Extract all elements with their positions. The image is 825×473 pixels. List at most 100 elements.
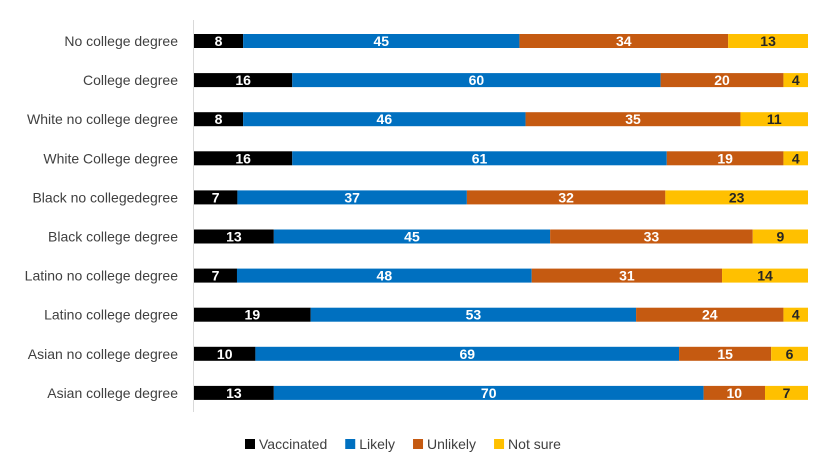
legend-label-unlikely: Unlikely [427,436,476,452]
bar-unlikely-no-college-degree [519,34,729,48]
data-label-likely-no-college-degree: 45 [373,33,389,49]
bar-unlikely-latino-no-college-degree [531,268,723,283]
data-label-vaccinated-college-degree: 16 [235,72,251,88]
bar-row-white-no-college-degree: 8 46 35 11 [194,111,808,127]
data-label-not-sure-latino-college-degree: 4 [792,307,800,323]
data-label-not-sure-asian-no-college-degree: 6 [786,346,794,362]
bar-vaccinated-white-college-degree [194,151,293,166]
data-label-likely-college-degree: 60 [469,72,485,88]
bar-not-sure-latino-college-degree [783,307,808,322]
bar-likely-white-no-college-degree [243,112,526,127]
bar-row-latino-college-degree: 19 53 24 4 [194,307,808,323]
bar-vaccinated-no-college-degree [194,34,244,48]
data-label-likely-white-no-college-degree: 46 [377,111,393,127]
data-label-likely-white-college-degree: 61 [472,150,488,166]
category-labels: No college degree College degree White no … [25,33,179,401]
data-label-vaccinated-white-no-college-degree: 8 [215,111,223,127]
category-label-college-degree: College degree [83,72,178,88]
legend-label-not-sure: Not sure [508,436,561,452]
data-label-likely-asian-college-degree: 70 [481,385,497,401]
category-label-white-no-college-degree: White no college degree [27,111,178,127]
category-label-white-college-degree: White College degree [43,150,178,166]
data-label-unlikely-white-college-degree: 19 [717,150,733,166]
bar-unlikely-white-college-degree [666,151,784,166]
bar-vaccinated-black-no-collegedegree [194,190,238,205]
bar-vaccinated-black-college-degree [194,229,274,244]
bar-vaccinated-latino-college-degree [194,307,311,322]
data-label-unlikely-asian-college-degree: 10 [727,385,743,401]
bar-not-sure-asian-college-degree [765,385,808,400]
data-label-unlikely-black-college-degree: 33 [644,229,660,245]
bar-likely-white-college-degree [292,151,667,166]
bar-likely-black-no-collegedegree [237,190,467,205]
bar-unlikely-asian-no-college-degree [679,346,772,361]
category-label-latino-no-college-degree: Latino no college degree [25,268,179,284]
data-label-likely-asian-no-college-degree: 69 [459,346,475,362]
category-label-asian-college-degree: Asian college degree [47,385,178,401]
data-label-vaccinated-black-college-degree: 13 [226,229,242,245]
legend-item-likely: Likely [345,436,395,452]
data-label-likely-black-college-degree: 45 [404,229,420,245]
bar-unlikely-black-college-degree [550,229,753,244]
legend-swatch-likely [345,439,356,449]
bar-row-black-no-collegedegree: 7 37 32 23 [194,189,808,205]
data-label-not-sure-college-degree: 4 [792,72,800,88]
bar-not-sure-white-college-degree [783,151,808,166]
bar-unlikely-latino-college-degree [636,307,784,322]
bar-row-college-degree: 16 60 20 4 [194,72,808,88]
category-label-asian-no-college-degree: Asian no college degree [28,346,178,362]
bar-not-sure-black-no-collegedegree [665,190,808,205]
category-label-no-college-degree: No college degree [64,33,178,49]
data-label-unlikely-white-no-college-degree: 35 [625,111,641,127]
category-label-black-no-collegedegree: Black no collegedegree [32,189,178,205]
category-label-latino-college-degree: Latino college degree [44,307,178,323]
data-label-not-sure-no-college-degree: 13 [760,33,776,49]
data-label-likely-latino-college-degree: 53 [466,307,482,323]
legend-item-not-sure: Not sure [494,436,561,452]
data-label-vaccinated-white-college-degree: 16 [235,150,251,166]
legend: Vaccinated Likely Unlikely Not sure [245,436,561,452]
legend-swatch-vaccinated [245,439,255,449]
bar-unlikely-white-no-college-degree [525,112,741,127]
bar-not-sure-latino-no-college-degree [722,268,808,283]
data-label-not-sure-white-college-degree: 4 [792,150,800,166]
data-label-not-sure-black-college-degree: 9 [776,229,784,245]
bar-likely-no-college-degree [243,34,520,48]
bar-vaccinated-college-degree [194,73,293,88]
bar-row-latino-no-college-degree: 7 48 31 14 [194,268,808,284]
bar-row-asian-no-college-degree: 10 69 15 6 [194,346,808,362]
data-label-not-sure-white-no-college-degree: 11 [767,111,782,127]
bar-not-sure-no-college-degree [728,34,808,48]
data-label-vaccinated-asian-no-college-degree: 10 [217,346,233,362]
data-label-unlikely-latino-no-college-degree: 31 [619,268,635,284]
bar-vaccinated-asian-college-degree [194,385,274,400]
data-label-unlikely-college-degree: 20 [714,72,730,88]
legend-label-vaccinated: Vaccinated [259,436,327,452]
legend-swatch-not-sure [494,439,505,449]
legend-item-vaccinated: Vaccinated [245,436,327,452]
legend-swatch-unlikely [413,439,424,449]
data-label-not-sure-asian-college-degree: 7 [783,385,791,401]
bar-row-asian-college-degree: 13 70 10 7 [194,385,808,401]
bar-likely-black-college-degree [273,229,551,244]
category-label-black-college-degree: Black college degree [48,229,178,245]
bar-unlikely-black-no-collegedegree [466,190,666,205]
bar-likely-latino-no-college-degree [236,268,532,283]
legend-label-likely: Likely [359,436,395,452]
data-label-unlikely-latino-college-degree: 24 [702,307,718,323]
data-label-unlikely-black-no-collegedegree: 32 [558,189,574,205]
bar-vaccinated-latino-no-college-degree [194,268,237,283]
bar-likely-asian-no-college-degree [255,346,680,361]
bar-not-sure-asian-no-college-degree [771,346,808,361]
data-label-vaccinated-black-no-collegedegree: 7 [212,189,220,205]
bar-row-white-college-degree: 16 61 19 4 [194,150,808,166]
bar-not-sure-black-college-degree [752,229,808,244]
bar-likely-college-degree [292,73,661,88]
bar-not-sure-college-degree [783,73,808,88]
bar-not-sure-white-no-college-degree [740,112,808,127]
bar-row-black-college-degree: 13 45 33 9 [194,229,808,245]
bar-unlikely-college-degree [660,73,784,88]
data-label-not-sure-black-no-collegedegree: 23 [729,189,745,205]
